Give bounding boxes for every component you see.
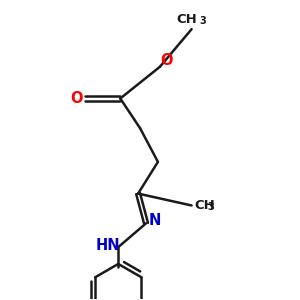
Text: 3: 3 [208, 202, 214, 212]
Text: HN: HN [96, 238, 121, 253]
Text: 3: 3 [200, 16, 206, 26]
Text: N: N [149, 213, 161, 228]
Text: O: O [70, 91, 83, 106]
Text: CH: CH [195, 199, 215, 212]
Text: CH: CH [176, 13, 197, 26]
Text: O: O [160, 53, 173, 68]
